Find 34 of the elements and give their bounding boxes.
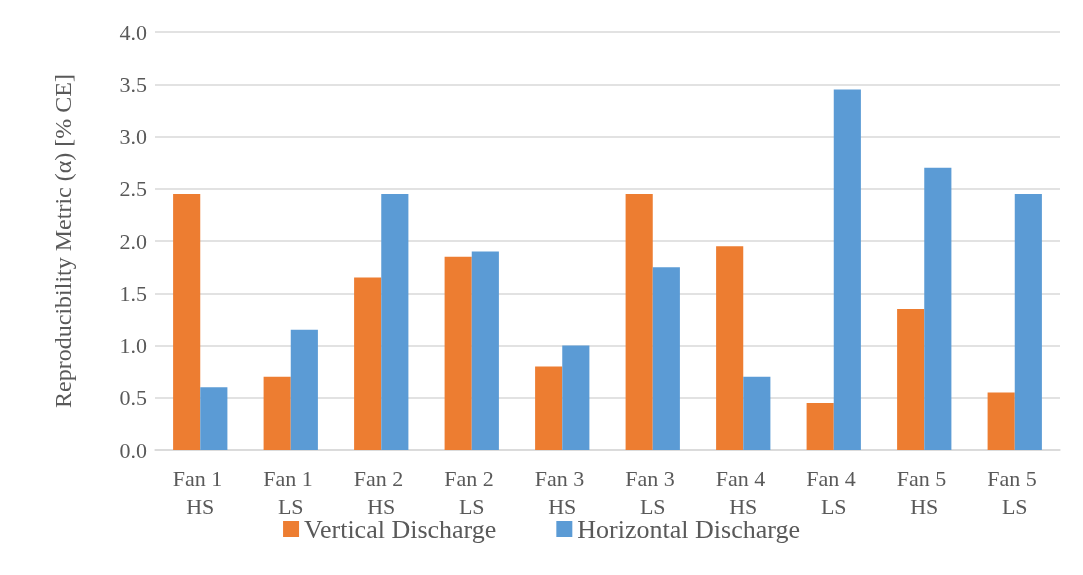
bar bbox=[897, 308, 925, 450]
bar bbox=[354, 277, 382, 450]
bar bbox=[1014, 193, 1042, 450]
y-tick-label: 1.0 bbox=[119, 333, 147, 358]
x-tick-label: Fan 5 LS bbox=[987, 465, 1043, 519]
x-tick-label: Fan 1 HS bbox=[172, 465, 228, 519]
y-tick-label: 0.5 bbox=[119, 385, 147, 411]
y-tick-label: 4.0 bbox=[119, 19, 147, 45]
bar bbox=[743, 376, 771, 450]
bar bbox=[625, 193, 653, 450]
y-axis-title: Reproducibility Metric (α) [% CE] bbox=[50, 74, 76, 408]
bar bbox=[444, 256, 472, 450]
bar bbox=[381, 193, 409, 450]
bar bbox=[471, 251, 499, 450]
bar bbox=[290, 329, 318, 450]
y-tick-label: 2.5 bbox=[119, 176, 147, 202]
y-tick-label: 3.5 bbox=[119, 71, 147, 97]
bar bbox=[833, 89, 861, 450]
bar bbox=[806, 402, 834, 450]
bar bbox=[535, 366, 563, 450]
bar bbox=[263, 376, 291, 450]
y-tick-label: 1.5 bbox=[119, 280, 147, 306]
y-tick-label: 0.0 bbox=[119, 437, 147, 463]
bar bbox=[562, 345, 590, 450]
y-tick-label: 3.0 bbox=[119, 124, 147, 149]
x-tick-label: Fan 4 LS bbox=[806, 465, 862, 519]
bar bbox=[200, 387, 228, 450]
y-tick-label: 2.0 bbox=[119, 228, 147, 254]
bar bbox=[987, 392, 1015, 450]
x-tick-label: Fan 5 HS bbox=[896, 465, 952, 519]
bar bbox=[173, 193, 201, 450]
bar bbox=[716, 246, 744, 450]
bar bbox=[924, 167, 952, 450]
bar bbox=[652, 267, 680, 450]
